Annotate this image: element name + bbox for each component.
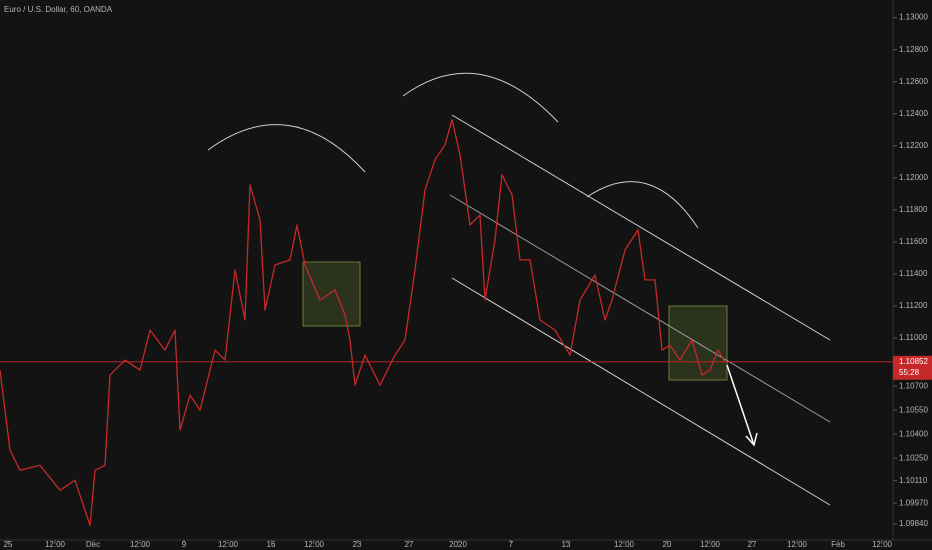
x-tick-label: 12:00	[787, 540, 808, 549]
y-tick-label: 1.11400	[899, 269, 928, 278]
y-tick-label: 1.11800	[899, 205, 928, 214]
x-tick-label: Dec	[86, 540, 100, 549]
y-tick-label: 1.10700	[899, 381, 928, 390]
y-tick-label: 1.10400	[899, 429, 928, 438]
x-tick-label: 25	[4, 540, 13, 549]
x-tick-label: 27	[748, 540, 757, 549]
x-tick-label: 12:00	[218, 540, 239, 549]
x-tick-label: 12:00	[872, 540, 893, 549]
y-tick-label: 1.09970	[899, 498, 928, 507]
y-tick-label: 1.10110	[899, 476, 928, 485]
channel-line	[451, 277, 831, 506]
x-tick-label: 2020	[449, 540, 467, 549]
countdown-label: 55:28	[899, 368, 920, 377]
x-tick-label: 16	[267, 540, 276, 549]
x-tick-label: 13	[562, 540, 571, 549]
arrow	[726, 364, 755, 446]
x-tick-label: 12:00	[304, 540, 325, 549]
range-box	[302, 261, 361, 327]
y-tick-label: 1.11200	[899, 301, 928, 310]
y-tick-label: 1.12000	[899, 173, 928, 182]
x-tick-label: 12:00	[130, 540, 151, 549]
y-tick-label: 1.12200	[899, 141, 928, 150]
x-tick-label: 12:00	[45, 540, 66, 549]
y-tick-label: 1.10550	[899, 405, 928, 414]
arrow-head	[745, 432, 758, 447]
x-tick-label: Feb	[831, 540, 845, 549]
y-tick-label: 1.12800	[899, 45, 928, 54]
arc	[586, 181, 699, 229]
current-price-label: 1.10852	[899, 357, 928, 366]
x-tick-label: 7	[509, 540, 514, 549]
arc	[402, 72, 559, 123]
y-tick-label: 1.09840	[899, 519, 928, 528]
x-tick-label: 27	[405, 540, 414, 549]
drawings	[207, 72, 831, 506]
chart-title: Euro / U.S. Dollar, 60, OANDA	[4, 5, 113, 14]
y-tick-label: 1.11000	[899, 333, 928, 342]
y-tick-label: 1.12400	[899, 109, 928, 118]
current-price-box	[893, 355, 932, 380]
channel-line	[451, 114, 831, 341]
y-tick-label: 1.10250	[899, 453, 928, 462]
y-tick-label: 1.12600	[899, 77, 928, 86]
x-tick-label: 12:00	[700, 540, 721, 549]
arc	[207, 124, 366, 173]
y-tick-label: 1.13000	[899, 13, 928, 22]
x-tick-label: 9	[182, 540, 187, 549]
y-tick-label: 1.11600	[899, 237, 928, 246]
channel-line	[449, 194, 831, 423]
x-tick-label: 20	[663, 540, 672, 549]
x-tick-label: 12:00	[614, 540, 635, 549]
price-line	[0, 119, 726, 527]
x-tick-label: 23	[353, 540, 362, 549]
